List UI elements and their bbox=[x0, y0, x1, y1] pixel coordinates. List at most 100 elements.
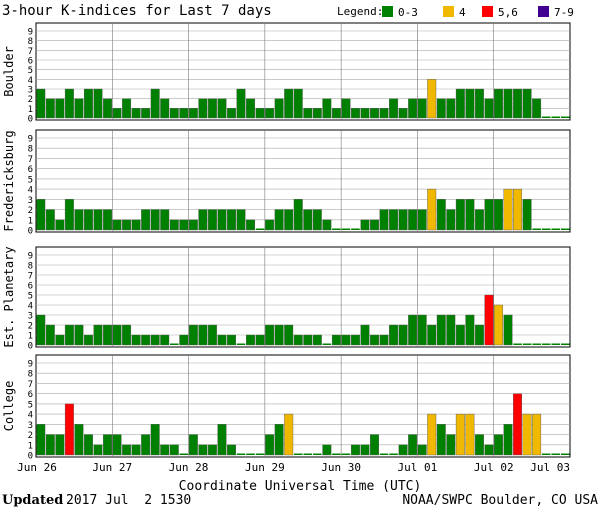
legend-label-1: 4 bbox=[459, 6, 466, 19]
bar bbox=[522, 199, 532, 231]
legend: 0-3 4 5,6 7-9 bbox=[382, 6, 574, 19]
bar bbox=[284, 413, 294, 456]
bar bbox=[360, 219, 370, 231]
bar bbox=[141, 434, 151, 456]
bar bbox=[179, 108, 189, 119]
bar bbox=[265, 434, 275, 456]
bar bbox=[122, 444, 132, 456]
bar bbox=[379, 209, 389, 231]
bar bbox=[36, 88, 46, 119]
y-tick-label: 7 bbox=[28, 380, 33, 390]
bar bbox=[446, 209, 456, 231]
bar bbox=[551, 116, 560, 118]
y-tick-label: 8 bbox=[28, 37, 33, 47]
bar bbox=[446, 314, 456, 346]
bar bbox=[551, 453, 560, 455]
panels: 0123456789Boulder0123456789Fredericksbur… bbox=[2, 22, 571, 462]
updated-label: Updated bbox=[2, 493, 63, 508]
bar bbox=[246, 334, 256, 346]
bar bbox=[370, 334, 379, 346]
bar bbox=[217, 424, 227, 456]
bar bbox=[284, 324, 294, 346]
bar bbox=[103, 324, 112, 346]
y-tick-label: 9 bbox=[28, 135, 33, 145]
bar bbox=[131, 334, 141, 346]
y-tick-label: 8 bbox=[28, 262, 33, 272]
bar bbox=[236, 88, 246, 119]
y-tick-label: 1 bbox=[28, 105, 33, 115]
bar bbox=[532, 228, 541, 230]
bar bbox=[427, 413, 437, 456]
bar bbox=[255, 228, 265, 230]
bar bbox=[217, 209, 227, 231]
bar bbox=[179, 334, 189, 346]
bar bbox=[455, 199, 465, 231]
bar bbox=[236, 453, 246, 455]
bar bbox=[484, 444, 494, 456]
y-tick-label: 9 bbox=[28, 252, 33, 262]
bar bbox=[74, 424, 84, 456]
bar bbox=[227, 209, 236, 231]
bar bbox=[293, 453, 303, 455]
bar bbox=[93, 209, 103, 231]
bar bbox=[398, 324, 408, 346]
bar bbox=[408, 98, 418, 119]
bar bbox=[112, 108, 122, 119]
bar bbox=[513, 343, 522, 345]
bar bbox=[64, 88, 74, 119]
y-tick-label: 3 bbox=[28, 86, 33, 96]
y-tick-label: 6 bbox=[28, 165, 33, 175]
bar bbox=[312, 334, 322, 346]
bar bbox=[560, 343, 570, 345]
bar bbox=[274, 424, 284, 456]
bar bbox=[398, 108, 408, 119]
bar bbox=[45, 209, 55, 231]
bar bbox=[379, 108, 389, 119]
bar bbox=[265, 219, 275, 231]
bar bbox=[131, 108, 141, 119]
bar bbox=[341, 228, 351, 230]
bar bbox=[312, 108, 322, 119]
bar bbox=[74, 98, 84, 119]
bar bbox=[350, 444, 360, 456]
bar bbox=[188, 324, 198, 346]
y-tick-label: 3 bbox=[28, 312, 33, 322]
bar bbox=[246, 453, 255, 455]
bar bbox=[169, 108, 179, 119]
bar bbox=[74, 324, 84, 346]
bar bbox=[417, 314, 427, 346]
bar bbox=[236, 209, 246, 231]
bar bbox=[503, 188, 513, 231]
bar bbox=[217, 334, 227, 346]
bar bbox=[55, 219, 65, 231]
legend-label-0: 0-3 bbox=[398, 6, 418, 19]
bar bbox=[55, 334, 65, 346]
bar bbox=[484, 294, 494, 346]
bar bbox=[379, 334, 389, 346]
x-tick-labels: Jun 26 Jun 27 Jun 28 Jun 29 Jun 30 Jul 01 Jul … bbox=[17, 461, 570, 474]
bar bbox=[494, 434, 503, 456]
bar bbox=[160, 209, 170, 231]
bar bbox=[74, 209, 84, 231]
bar bbox=[64, 324, 74, 346]
legend-label-3: 7-9 bbox=[554, 6, 574, 19]
bar bbox=[36, 314, 46, 346]
bar bbox=[303, 108, 313, 119]
bar bbox=[532, 343, 541, 345]
bar bbox=[246, 219, 256, 231]
bar bbox=[284, 88, 294, 119]
y-tick-label: 2 bbox=[28, 206, 33, 216]
bar bbox=[198, 98, 208, 119]
bar bbox=[389, 453, 398, 455]
bar bbox=[55, 434, 65, 456]
legend-swatch-1 bbox=[443, 6, 454, 17]
bar bbox=[370, 108, 379, 119]
legend-title: Legend: bbox=[337, 5, 383, 18]
bar bbox=[541, 228, 551, 230]
bar bbox=[436, 98, 446, 119]
bar bbox=[322, 343, 332, 345]
bar bbox=[265, 108, 275, 119]
